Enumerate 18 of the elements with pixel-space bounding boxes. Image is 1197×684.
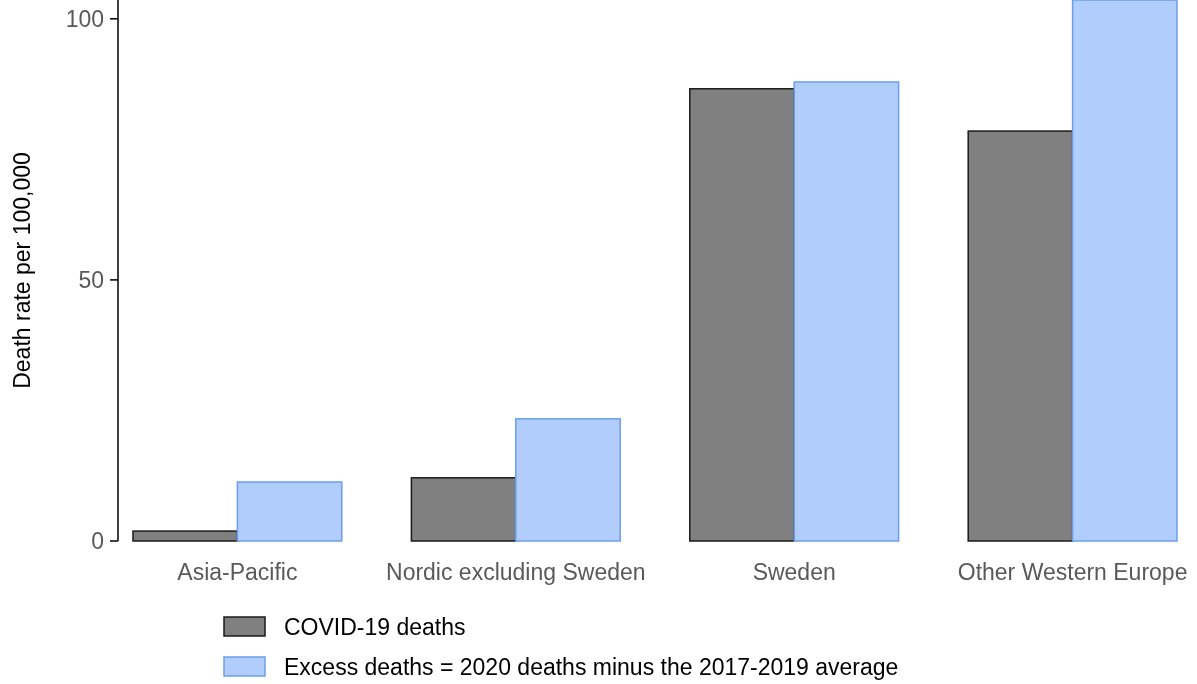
y-tick-label: 50 (78, 266, 104, 293)
x-tick-label: Asia-Pacific (177, 559, 298, 585)
bar (689, 88, 795, 542)
bar (132, 530, 239, 542)
legend-label: Excess deaths = 2020 deaths minus the 2017-2019 average (284, 654, 899, 681)
bar (515, 418, 621, 542)
bar (967, 130, 1074, 542)
bar (1071, 0, 1178, 542)
bar (410, 477, 517, 542)
y-tick-label: 100 (65, 5, 104, 32)
x-tick-label: Other Western Europe (957, 559, 1188, 585)
bar (236, 481, 343, 542)
y-axis-title: Death rate per 100,000 (9, 152, 35, 389)
legend-label: COVID-19 deaths (284, 614, 466, 641)
x-tick-label: Nordic excluding Sweden (386, 559, 646, 585)
x-tick-label: Sweden (752, 559, 836, 585)
y-tick-label: 0 (91, 528, 104, 555)
bar (793, 81, 900, 542)
